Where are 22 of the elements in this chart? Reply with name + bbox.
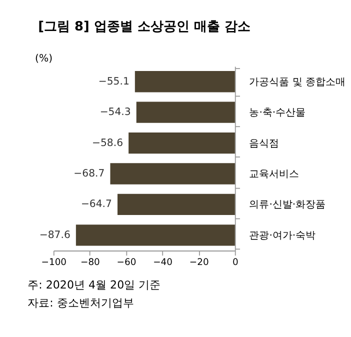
x-tick-label: −80 (80, 256, 100, 268)
text: 주: 2020년 4월 20일 기준 (28, 278, 161, 292)
data-label: −68.7 (74, 168, 105, 180)
data-label: −64.7 (80, 199, 112, 210)
data-label: −54.3 (100, 107, 131, 118)
data-label: −87.6 (39, 230, 70, 241)
y-tick-label: 음식점 (249, 138, 280, 150)
y-tick-label: 관광·여가·숙박 (249, 230, 316, 242)
data-label: −55.1 (98, 76, 130, 88)
y-tick-label: 교육서비스 (249, 168, 300, 180)
x-tick-label: −100 (41, 256, 67, 268)
x-tick-label: −60 (116, 256, 136, 268)
y-tick-label: 농·축·수산물 (249, 108, 306, 119)
x-tick-label: −40 (153, 256, 173, 268)
x-tick-label: −20 (189, 256, 209, 268)
chart-title: [그림 8] 업종별 소상공인 매출 감소 (38, 19, 250, 34)
text: 자료: 중소벤처기업부 (28, 296, 134, 310)
x-tick-label: 0 (232, 256, 238, 268)
y-tick-label: 의류·신발·화장품 (249, 200, 326, 211)
y-tick-label: 가공식품 및 종합소매 (249, 76, 346, 88)
data-label: −58.6 (92, 138, 124, 149)
y-axis-title: (%) (35, 54, 53, 65)
